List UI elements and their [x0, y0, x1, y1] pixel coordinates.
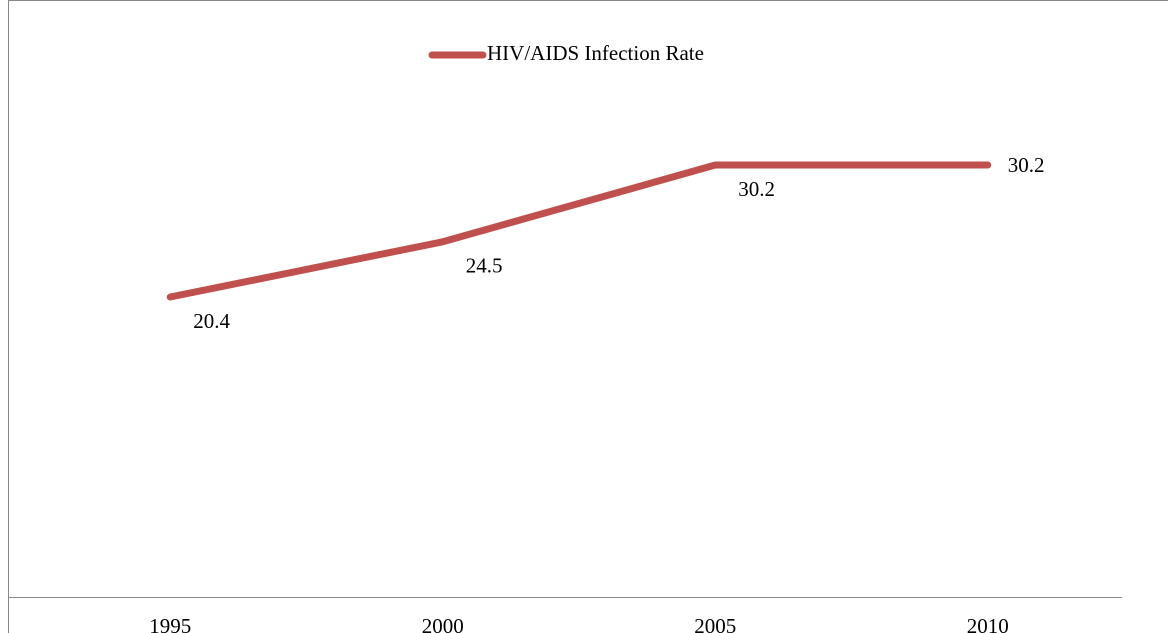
chart-frame [8, 0, 1168, 633]
x-tick-label: 1995 [149, 614, 191, 633]
x-tick-label: 2005 [694, 614, 736, 633]
x-tick-label: 2000 [422, 614, 464, 633]
data-label: 30.2 [738, 177, 775, 201]
x-tick-label: 2010 [967, 614, 1009, 633]
legend-label: HIV/AIDS Infection Rate [487, 41, 704, 65]
data-label: 24.5 [466, 254, 503, 278]
data-label: 30.2 [1008, 153, 1045, 177]
data-label: 20.4 [193, 309, 230, 333]
series-line [166, 161, 992, 301]
